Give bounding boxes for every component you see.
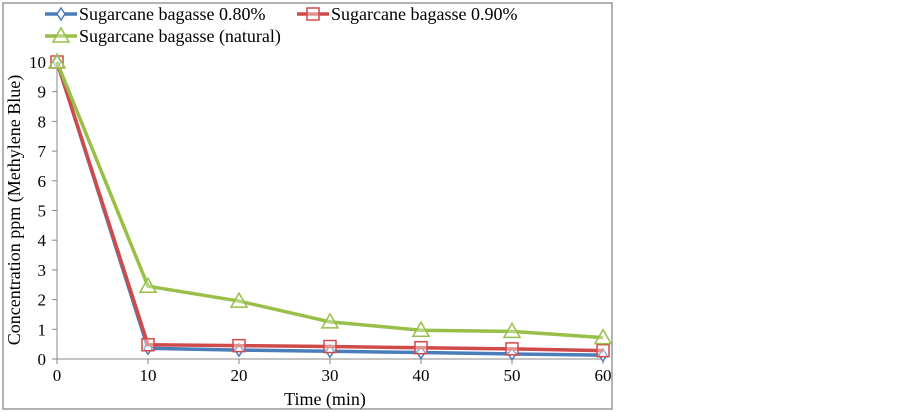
data-point-triangle xyxy=(593,328,613,345)
y-tick-label: 5 xyxy=(38,202,47,221)
y-tick-label: 8 xyxy=(38,112,47,131)
y-tick-label: 2 xyxy=(38,291,47,310)
data-point-diamond xyxy=(56,6,66,22)
legend-label: Sugarcane bagasse 0.90% xyxy=(331,4,517,24)
legend-item: Sugarcane bagasse 0.90% xyxy=(297,4,517,24)
y-axis-label: Concentration ppm (Methylene Blue) xyxy=(4,75,25,345)
y-tick-label: 6 xyxy=(38,172,47,191)
data-point-square xyxy=(414,340,428,355)
x-tick-label: 20 xyxy=(231,366,248,385)
legend-label: Sugarcane bagasse (natural) xyxy=(79,26,281,47)
data-point-square xyxy=(306,7,320,21)
y-tick-label: 1 xyxy=(38,320,47,339)
data-point-triangle xyxy=(138,276,158,293)
y-tick-label: 4 xyxy=(38,231,47,250)
y-tick-label: 10 xyxy=(29,53,46,72)
y-tick-label: 0 xyxy=(38,350,47,369)
data-point-triangle xyxy=(229,291,249,308)
x-tick-label: 50 xyxy=(504,366,521,385)
legend-item: Sugarcane bagasse (natural) xyxy=(45,26,281,47)
x-tick-label: 40 xyxy=(413,366,430,385)
x-tick-label: 0 xyxy=(53,366,62,385)
x-tick-label: 30 xyxy=(322,366,339,385)
x-axis-label: Time (min) xyxy=(284,389,366,410)
data-point-square xyxy=(505,342,519,356)
y-tick-label: 3 xyxy=(38,261,47,280)
data-point-triangle xyxy=(411,320,431,337)
x-tick-label: 10 xyxy=(140,366,157,385)
x-tick-label: 60 xyxy=(595,366,612,385)
series-2 xyxy=(50,55,610,358)
y-tick-label: 7 xyxy=(38,142,47,161)
series-line xyxy=(55,61,604,340)
data-point-triangle xyxy=(51,26,71,43)
data-point-square xyxy=(596,343,610,358)
legend-label: Sugarcane bagasse 0.80% xyxy=(79,4,265,24)
legend-item: Sugarcane bagasse 0.80% xyxy=(45,4,265,24)
y-tick-label: 9 xyxy=(38,83,47,102)
data-point-diamond xyxy=(507,346,517,362)
data-point-triangle xyxy=(47,52,67,69)
data-point-square xyxy=(141,337,155,352)
data-point-square xyxy=(232,338,246,353)
data-point-square xyxy=(323,339,337,354)
data-point-triangle xyxy=(320,312,340,329)
data-point-triangle xyxy=(502,321,522,339)
series-line xyxy=(55,61,604,353)
series-3 xyxy=(47,52,613,345)
